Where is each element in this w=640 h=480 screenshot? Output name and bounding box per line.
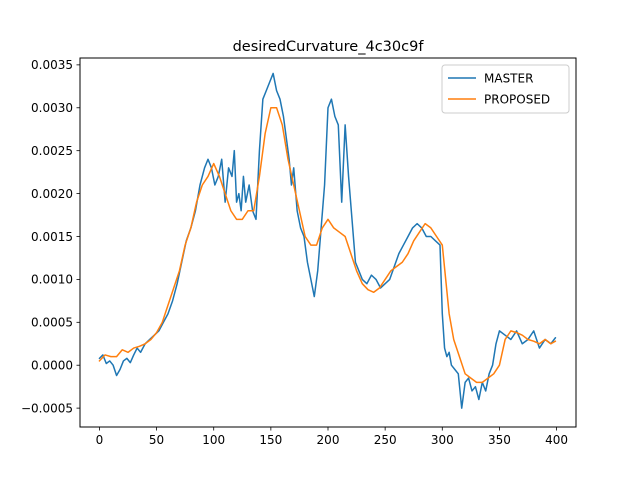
x-tick-label: 200 — [317, 433, 340, 447]
chart-title: desiredCurvature_4c30c9f — [233, 39, 425, 55]
legend: MASTER PROPOSED — [441, 64, 570, 114]
y-tick-label: 0.0005 — [31, 316, 73, 330]
x-tick-label: 0 — [96, 433, 104, 447]
x-tick-label: 400 — [545, 433, 568, 447]
y-tick-label: −0.0005 — [21, 401, 73, 415]
x-tick-label: 350 — [488, 433, 511, 447]
series-line-master — [98, 72, 557, 409]
y-tick-label: 0.0000 — [31, 359, 73, 373]
x-tick-label: 250 — [374, 433, 397, 447]
x-axis: 0 50 100 150 200 250 300 350 400 — [96, 427, 568, 447]
y-tick-label: 0.0015 — [31, 230, 73, 244]
y-tick-label: 0.0020 — [31, 187, 73, 201]
axes-frame — [79, 57, 577, 428]
x-tick-label: 100 — [202, 433, 225, 447]
plot-area — [98, 72, 557, 409]
y-tick-label: 0.0035 — [31, 58, 73, 72]
legend-box — [441, 64, 570, 114]
x-tick-label: 50 — [149, 433, 164, 447]
x-tick-label: 300 — [431, 433, 454, 447]
y-tick-label: 0.0030 — [31, 101, 73, 115]
y-axis: −0.0005 0.0000 0.0005 0.0010 0.0015 0.0020 0.0… — [21, 58, 80, 415]
legend-label-proposed: PROPOSED — [484, 92, 550, 106]
y-tick-label: 0.0010 — [31, 273, 73, 287]
legend-label-master: MASTER — [484, 71, 533, 85]
y-tick-label: 0.0025 — [31, 144, 73, 158]
series-line-proposed — [98, 107, 557, 384]
x-tick-label: 150 — [259, 433, 282, 447]
